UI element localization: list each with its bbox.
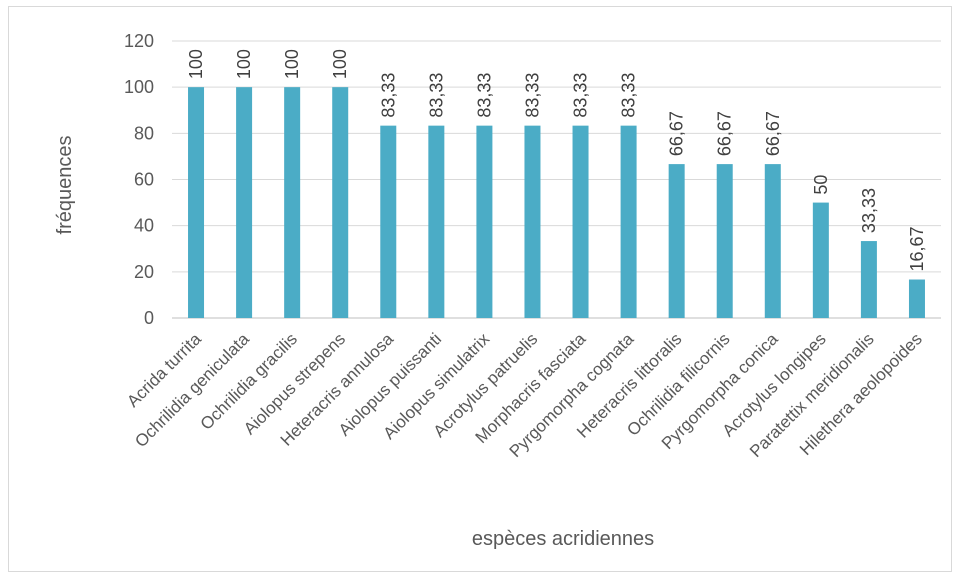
bar — [860, 241, 877, 318]
data-label: 83,33 — [571, 73, 591, 118]
bar — [764, 164, 781, 318]
data-label: 100 — [330, 49, 350, 79]
data-label: 83,33 — [378, 73, 398, 118]
bar-chart: 0 20 40 60 80 100 120 Acrida turritaOchrilidia… — [54, 31, 941, 550]
bars — [188, 87, 925, 319]
chart-frame: 0 20 40 60 80 100 120 Acrida turrita Ochrilidia… — [8, 6, 952, 572]
bar — [332, 87, 349, 319]
bar — [668, 164, 685, 318]
data-label: 83,33 — [426, 73, 446, 118]
data-label: 100 — [234, 49, 254, 79]
bar — [236, 87, 253, 319]
bar — [524, 125, 541, 319]
bar — [620, 125, 637, 319]
data-label: 66,67 — [667, 111, 687, 156]
data-label: 100 — [186, 49, 206, 79]
data-labels: 100 100 100 100 83,33 83,33 83,33 83,33 83,33 83,… — [186, 49, 927, 271]
bar — [380, 125, 397, 319]
data-label: 33,33 — [859, 188, 879, 233]
y-tick-label: 120 — [124, 31, 154, 51]
x-axis-title: espèces acridiennes — [472, 528, 654, 550]
y-tick-labels: 0 20 40 60 80 100 120 — [124, 31, 154, 328]
y-tick-label: 60 — [134, 170, 154, 190]
y-tick-label: 0 — [144, 308, 154, 328]
bar — [572, 125, 589, 319]
y-axis-title: fréquences — [54, 136, 76, 235]
data-label: 83,33 — [474, 73, 494, 118]
bar — [428, 125, 445, 319]
data-label: 16,67 — [907, 226, 927, 271]
gridlines — [172, 40, 941, 319]
bar — [476, 125, 493, 319]
bar — [188, 87, 205, 319]
bar — [812, 202, 829, 318]
data-label: 66,67 — [763, 111, 783, 156]
data-label: 83,33 — [619, 73, 639, 118]
bar — [284, 87, 301, 319]
data-label: 83,33 — [522, 73, 542, 118]
y-tick-label: 40 — [134, 216, 154, 236]
bar — [908, 279, 925, 318]
data-label: 100 — [282, 49, 302, 79]
data-label: 66,67 — [715, 111, 735, 156]
y-tick-label: 20 — [134, 262, 154, 282]
data-label: 50 — [811, 175, 831, 195]
y-tick-label: 100 — [124, 77, 154, 97]
y-tick-label: 80 — [134, 123, 154, 143]
bar — [716, 164, 733, 318]
